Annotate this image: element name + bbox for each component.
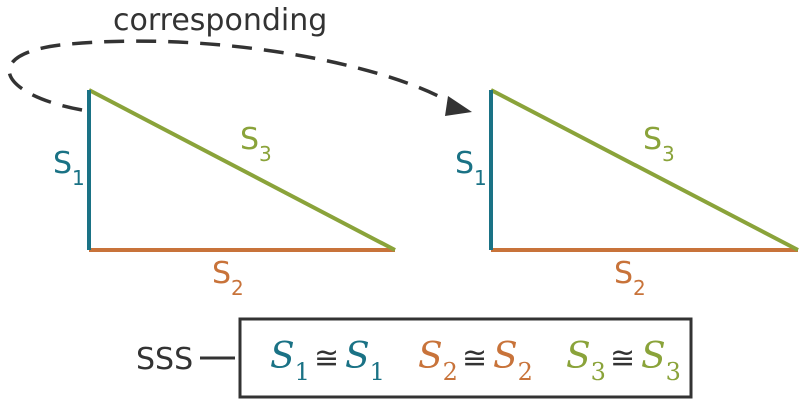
corresponding-label: corresponding (113, 3, 327, 38)
left-s3-label: S3 (240, 122, 272, 166)
left-side-s3 (88, 88, 396, 252)
right-s2-label: S2 (614, 256, 646, 300)
svg-text:S1: S1 (345, 336, 385, 386)
svg-text:≅: ≅ (462, 341, 487, 376)
right-s3-label: S3 (643, 122, 675, 166)
right-s1-label: S1 (455, 146, 487, 190)
svg-text:≅: ≅ (610, 341, 635, 376)
svg-text:S2: S2 (493, 336, 533, 386)
svg-text:≅: ≅ (314, 341, 339, 376)
dashed-curved-arrow-icon (7, 39, 472, 116)
left-s2-label: S2 (212, 256, 244, 300)
left-triangle (87, 88, 396, 252)
right-triangle (489, 88, 799, 252)
right-side-s3 (490, 88, 799, 252)
left-s1-label: S1 (53, 146, 85, 190)
congruence-s2: S2 ≅ S2 (418, 336, 533, 386)
congruence-box (238, 317, 693, 399)
congruence-s1: S1 ≅ S1 (270, 336, 385, 386)
svg-text:S3: S3 (641, 336, 681, 386)
svg-text:S3: S3 (566, 336, 606, 386)
svg-text:S2: S2 (418, 336, 458, 386)
sss-label: SSS (136, 342, 193, 377)
congruence-s3: S3 ≅ S3 (566, 336, 681, 386)
svg-text:S1: S1 (270, 336, 310, 386)
